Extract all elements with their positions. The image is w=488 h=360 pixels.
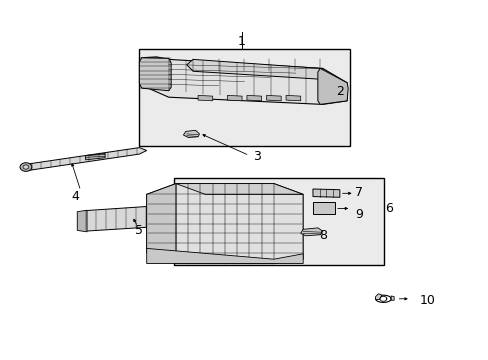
Polygon shape [317, 68, 347, 104]
Polygon shape [77, 210, 87, 232]
Text: 3: 3 [252, 150, 260, 163]
Text: 10: 10 [419, 294, 435, 307]
Polygon shape [165, 205, 176, 226]
Polygon shape [266, 95, 281, 101]
Text: 1: 1 [238, 35, 245, 48]
Text: 7: 7 [355, 186, 363, 199]
Text: 9: 9 [355, 208, 363, 221]
Polygon shape [246, 95, 261, 101]
Polygon shape [227, 95, 242, 101]
Polygon shape [300, 228, 322, 236]
Circle shape [20, 163, 32, 171]
Polygon shape [390, 296, 393, 300]
Polygon shape [146, 184, 176, 264]
Polygon shape [198, 95, 212, 101]
Bar [139, 49, 349, 146]
Text: 5: 5 [135, 224, 143, 237]
Polygon shape [183, 130, 199, 138]
Text: 6: 6 [384, 202, 392, 215]
Bar [173, 178, 383, 265]
Polygon shape [312, 189, 339, 197]
Polygon shape [78, 205, 173, 231]
Circle shape [23, 165, 29, 169]
Polygon shape [176, 184, 303, 194]
Polygon shape [285, 95, 300, 101]
Polygon shape [85, 153, 105, 160]
Polygon shape [22, 148, 146, 170]
Text: 2: 2 [335, 85, 343, 98]
Bar [312, 202, 334, 214]
Polygon shape [186, 59, 326, 79]
Polygon shape [146, 248, 303, 264]
Polygon shape [139, 58, 171, 91]
Text: 4: 4 [72, 190, 80, 203]
Polygon shape [144, 57, 346, 104]
Text: 8: 8 [318, 229, 326, 242]
Polygon shape [375, 294, 381, 300]
Polygon shape [146, 184, 303, 264]
